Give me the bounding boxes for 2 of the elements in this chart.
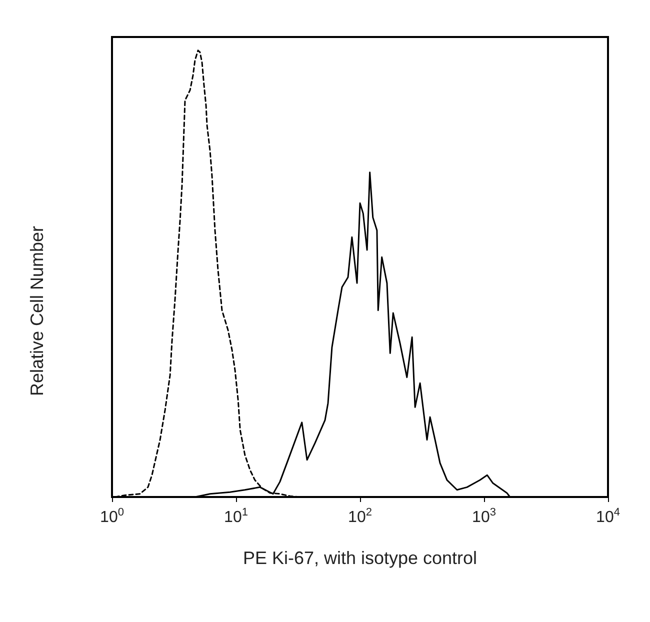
- x-axis-title: PE Ki-67, with isotype control: [242, 548, 478, 568]
- y-axis-title: Relative Cell Number: [27, 226, 47, 396]
